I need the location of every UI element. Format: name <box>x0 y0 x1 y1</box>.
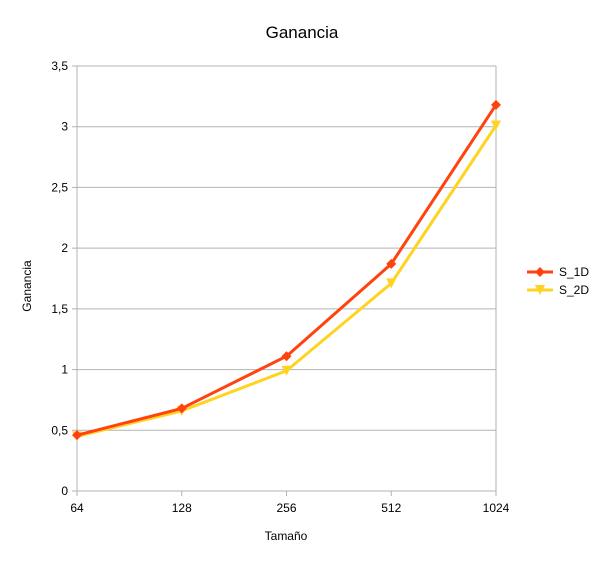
chart-title: Ganancia <box>266 23 339 42</box>
y-tick-label: 2 <box>61 241 68 255</box>
x-axis-label: Tamaño <box>265 529 308 543</box>
data-point <box>386 258 397 269</box>
series-line <box>76 104 498 437</box>
y-tick-label: 0 <box>61 484 68 498</box>
legend-marker <box>535 267 545 277</box>
data-point <box>281 351 292 362</box>
legend-label: S_1D <box>559 265 589 279</box>
series-S_2D <box>72 120 501 442</box>
x-tick-label: 512 <box>381 501 401 515</box>
series-lines <box>72 99 501 442</box>
gridlines <box>77 65 497 491</box>
data-point <box>72 430 82 441</box>
legend-label: S_2D <box>559 283 589 297</box>
data-point <box>386 278 397 289</box>
x-tick-label: 128 <box>172 501 192 515</box>
y-tick-label: 3,5 <box>51 59 68 73</box>
legend-item: S_1D <box>527 265 589 279</box>
y-tick-label: 3 <box>61 120 68 134</box>
legend-marker <box>535 285 545 295</box>
axes: 0 0,5 1 1,5 2 2,5 3 3,5 64 128 256 512 1024 <box>51 59 509 515</box>
x-tick-label: 64 <box>70 501 84 515</box>
legend: S_1D S_2D <box>527 265 589 297</box>
y-tick-label: 1 <box>61 363 68 377</box>
data-point <box>491 120 501 131</box>
y-tick-label: 1,5 <box>51 302 68 316</box>
y-axis-label: Ganancia <box>20 260 34 312</box>
y-tick-label: 0,5 <box>51 423 68 437</box>
x-tick-label: 256 <box>276 501 296 515</box>
data-point <box>176 403 187 414</box>
x-tick-label: 1024 <box>483 501 510 515</box>
series-S_1D <box>72 99 501 441</box>
y-tick-label: 2,5 <box>51 180 68 194</box>
data-point <box>281 365 292 376</box>
legend-item: S_2D <box>527 283 589 297</box>
data-point <box>491 99 501 110</box>
series-line <box>76 124 498 438</box>
